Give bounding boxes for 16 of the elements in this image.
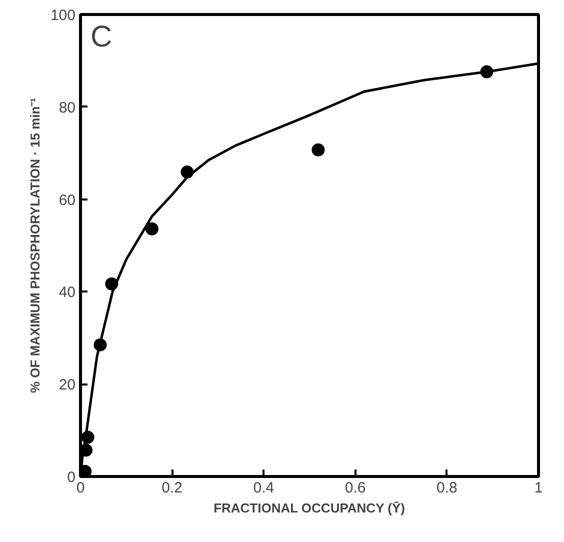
x-tick-label: 0.6 [344,480,366,496]
x-tick-label: 0.4 [253,480,274,496]
y-tick-label: 0 [67,469,76,486]
point [312,143,325,156]
y-tick-label: 20 [58,376,76,394]
y-tick-label: 100 [50,7,76,24]
x-axis-title: FRACTIONAL OCCUPANCY (Ȳ) [214,500,405,516]
y-axis-title: % OF MAXIMUM PHOSPHORYLATION · 15 min⁻¹ [27,98,42,394]
x-tick-label: 0.2 [162,480,183,496]
point [145,222,158,236]
y-tick-label: 60 [58,192,76,209]
x-tick-label: 1 [534,480,543,496]
annotation: C [90,20,112,54]
x-tick-label: 0.8 [436,480,458,496]
y-tick-label: 80 [58,99,76,116]
y-tick-label: 40 [58,284,76,302]
